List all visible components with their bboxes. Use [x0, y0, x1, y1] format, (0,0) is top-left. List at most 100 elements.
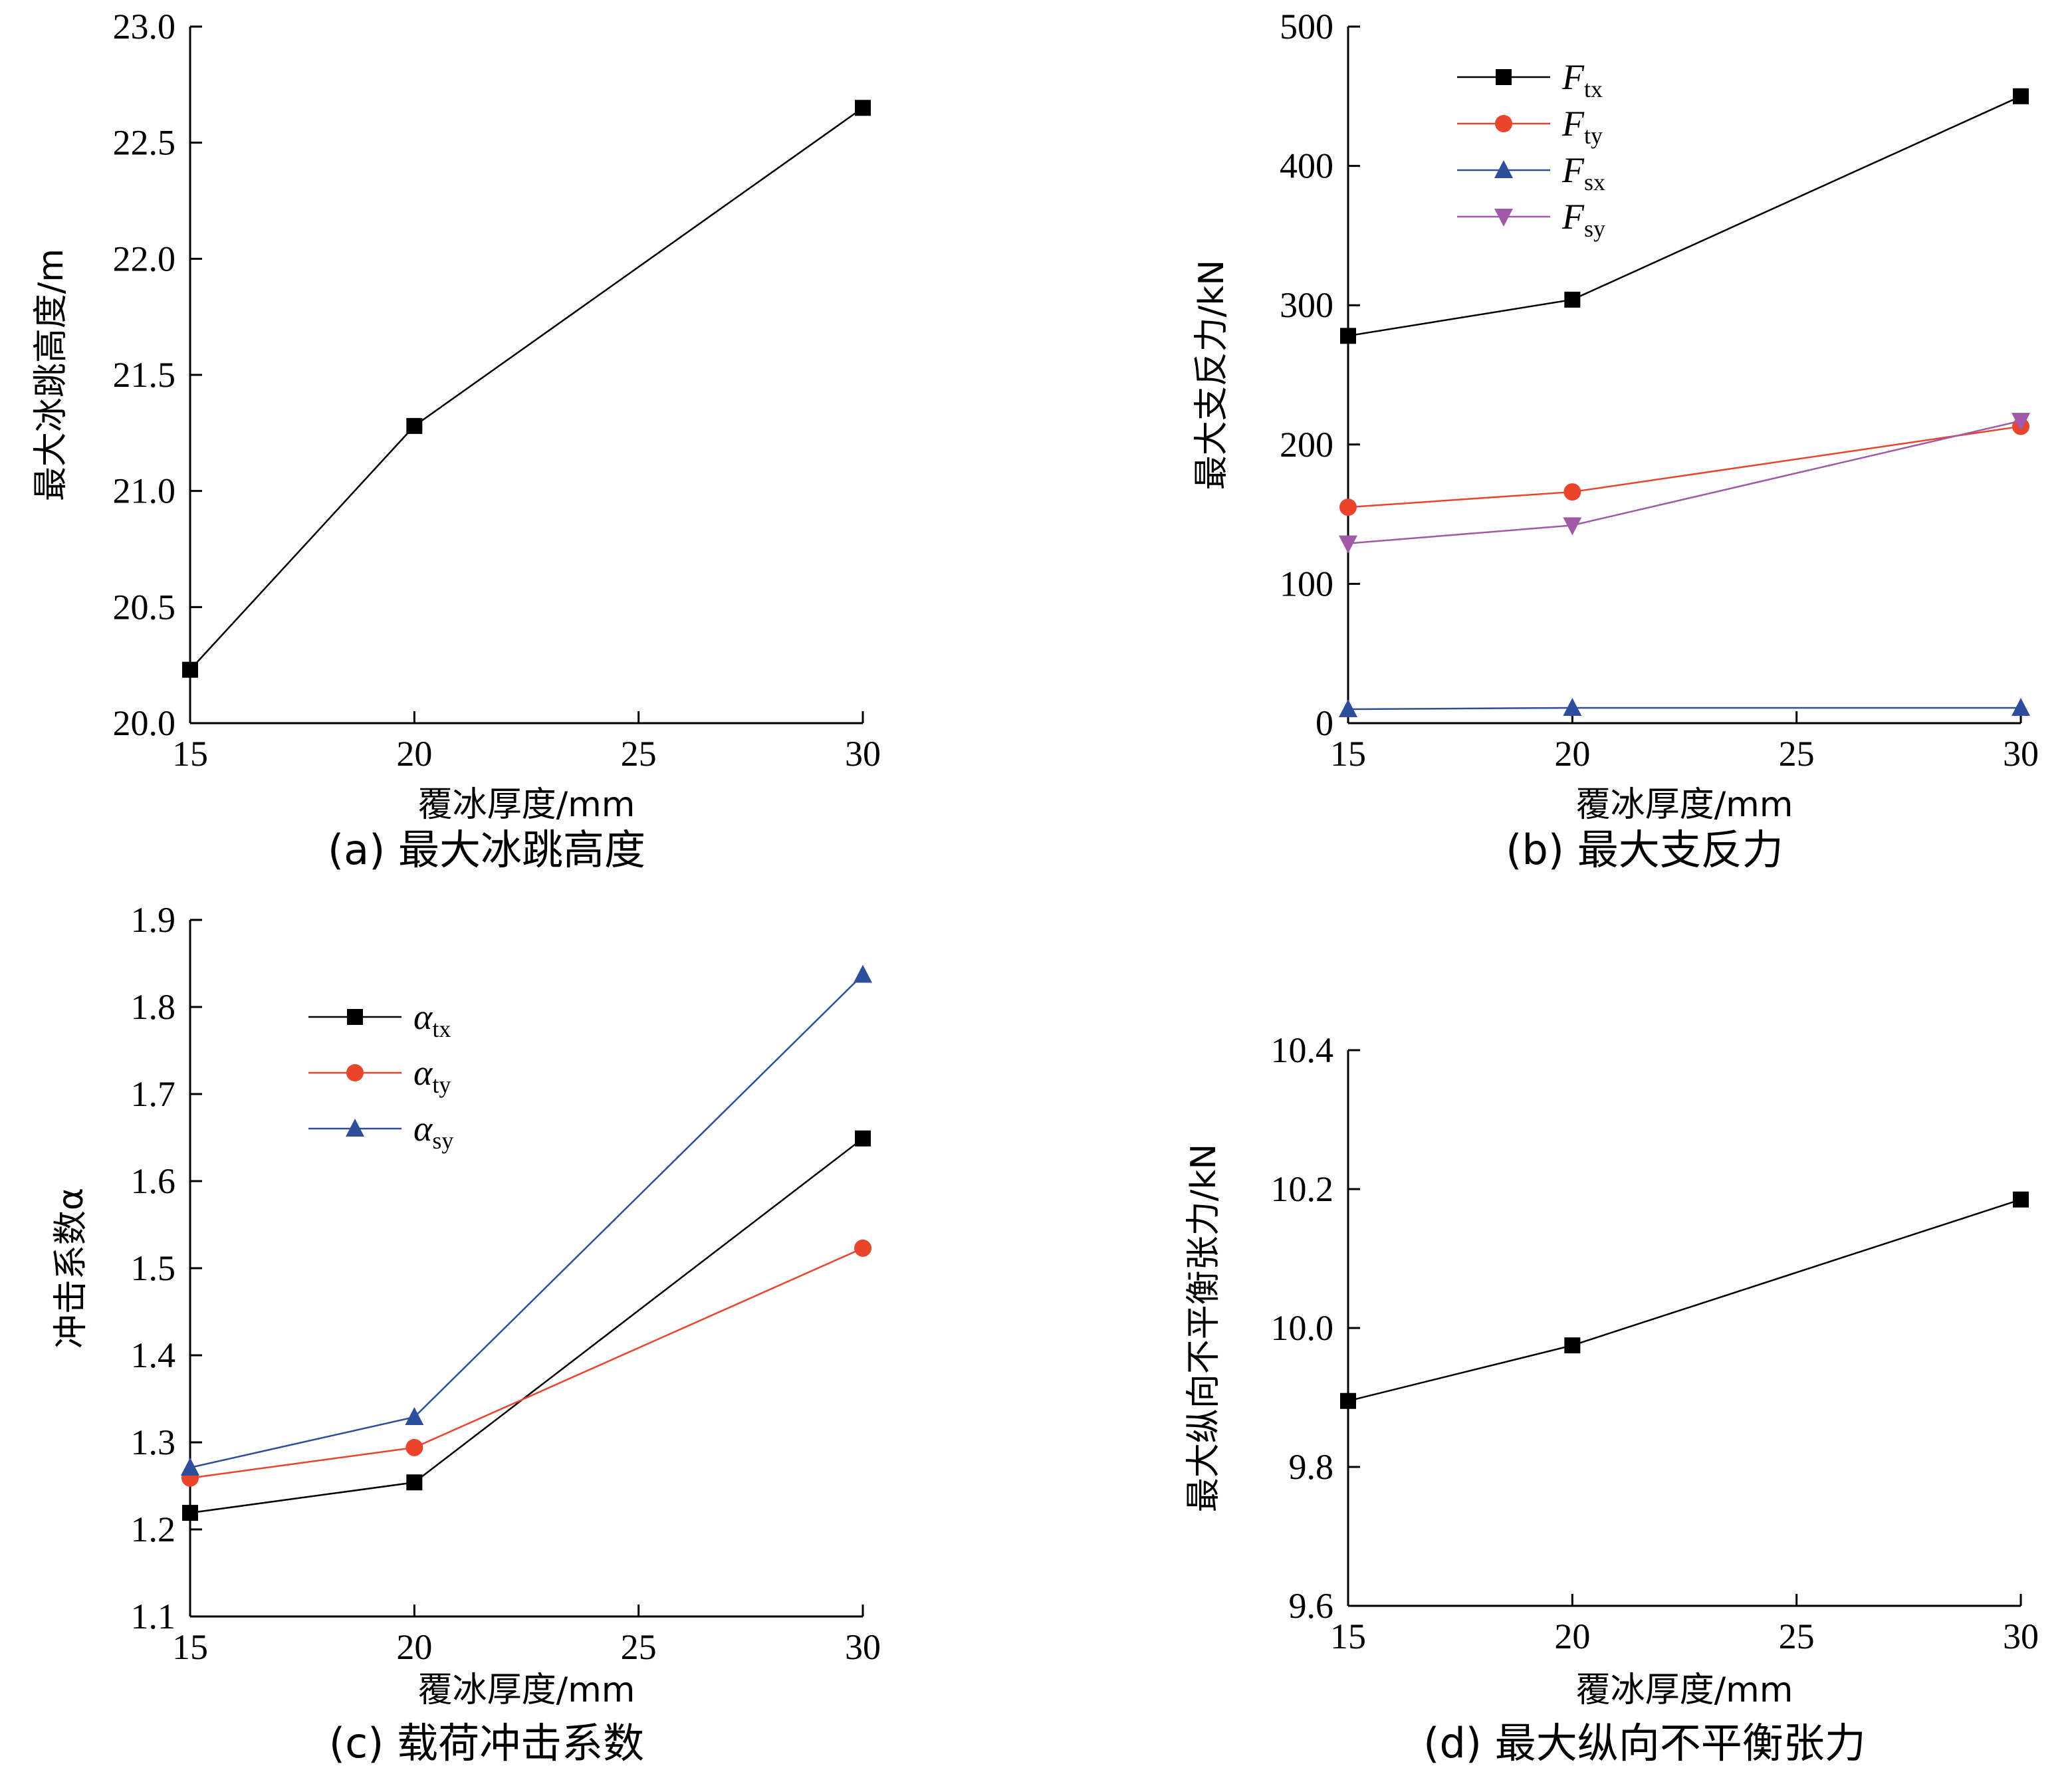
x-axis-title: 覆冰厚度/mm: [1576, 785, 1793, 825]
y-tick-label: 22.5: [113, 123, 176, 163]
x-tick-label: 20: [1554, 734, 1590, 774]
legend-subscript: tx: [1584, 76, 1603, 102]
data-point: [406, 417, 423, 434]
y-tick-label: 400: [1280, 146, 1333, 186]
y-tick-label: 10.2: [1271, 1169, 1334, 1209]
y-tick-label: 20.0: [113, 703, 176, 743]
data-point: [405, 1407, 424, 1426]
legend-marker: [346, 1119, 364, 1137]
data-point: [855, 100, 871, 116]
y-axis-title: 最大纵向不平衡张力/kN: [1184, 1144, 1224, 1513]
legend-subscript: ty: [1584, 122, 1603, 149]
series-tx: [1340, 88, 2029, 344]
series-ty: [1339, 417, 2029, 516]
legend-subscript: sy: [432, 1127, 453, 1154]
legend-entry-sy: Fsy: [1457, 197, 1605, 242]
x-tick-label: 15: [172, 734, 208, 774]
series-main: [1340, 1191, 2029, 1409]
series-sy: [1339, 413, 2030, 554]
legend-marker: [347, 1009, 363, 1025]
x-tick-label: 15: [1330, 1616, 1366, 1656]
y-tick-label: 21.0: [113, 471, 176, 511]
series-line: [189, 1247, 863, 1479]
y-tick-label: 200: [1280, 425, 1333, 465]
legend-label: αsy: [413, 1109, 453, 1154]
x-tick-label: 15: [1330, 734, 1366, 774]
panel-caption: (d) 最大纵向不平衡张力: [1423, 1719, 1865, 1767]
y-tick-label: 500: [1280, 7, 1333, 47]
legend-marker: [1494, 209, 1513, 227]
series-ty: [181, 1239, 871, 1487]
data-point: [2013, 1191, 2029, 1208]
data-point: [1340, 1392, 1356, 1409]
series-tx: [182, 1130, 871, 1521]
data-point: [2012, 697, 2030, 716]
series-line: [1347, 707, 2021, 711]
x-tick-label: 25: [1779, 734, 1815, 774]
series-line: [189, 107, 863, 671]
data-point: [182, 661, 198, 678]
y-tick-label: 1.9: [131, 900, 176, 940]
data-point: [1340, 328, 1356, 344]
legend-marker: [346, 1064, 364, 1081]
legend-entry-sx: Fsx: [1457, 150, 1605, 195]
legend-subscript: ty: [432, 1071, 451, 1098]
x-tick-label: 25: [621, 1627, 657, 1667]
data-point: [1564, 1337, 1581, 1354]
legend-entry-ty: Fty: [1457, 104, 1603, 149]
x-tick-label: 20: [1554, 1616, 1590, 1656]
x-tick-label: 25: [621, 734, 657, 774]
x-tick-label: 30: [2003, 1616, 2039, 1656]
data-point: [1563, 517, 1582, 536]
data-point: [1564, 291, 1581, 308]
data-point: [854, 1239, 871, 1257]
legend-entry-tx: αtx: [308, 997, 451, 1042]
y-tick-label: 1.1: [131, 1597, 176, 1636]
y-tick-label: 1.4: [131, 1335, 176, 1375]
series-line: [189, 974, 863, 1469]
y-axis-title: 最大冰跳高度/m: [31, 249, 71, 501]
data-point: [854, 964, 872, 983]
y-tick-label: 21.5: [113, 355, 176, 395]
y-tick-label: 9.8: [1289, 1447, 1334, 1487]
x-axis-title: 覆冰厚度/mm: [1576, 1670, 1793, 1710]
y-tick-label: 1.7: [131, 1074, 176, 1114]
legend-label: αtx: [413, 997, 451, 1042]
series-main: [182, 100, 871, 678]
y-tick-label: 22.0: [113, 239, 176, 278]
legend-label: Fsx: [1561, 150, 1605, 195]
panel-c: 1.1 1.2 1.3 1.4 1.5 1.6 1.7 1.8 1.9 15 20 25 30 覆冰厚度/…: [51, 900, 881, 1767]
x-axis-title: 覆冰厚度/mm: [418, 1670, 635, 1710]
panel-a: 20.0 20.5 21.0 21.5 22.0 22.5 23.0 15 20 25 30 覆冰厚度…: [31, 7, 881, 874]
x-tick-label: 20: [396, 1627, 432, 1667]
data-point: [855, 1130, 871, 1147]
data-point: [181, 1457, 199, 1476]
legend-marker: [1494, 160, 1513, 178]
panel-caption: (b) 最大支反力: [1506, 826, 1783, 874]
y-axis-title: 最大支反力/kN: [1192, 260, 1232, 491]
series-sx: [1339, 697, 2030, 718]
series-line: [1347, 419, 2021, 544]
legend-entry-tx: Ftx: [1457, 57, 1603, 102]
legend-label: Fty: [1561, 104, 1603, 149]
y-tick-label: 10.0: [1271, 1308, 1334, 1348]
y-tick-label: 9.6: [1289, 1586, 1334, 1626]
legend-label: Ftx: [1561, 57, 1603, 102]
data-point: [2012, 413, 2030, 431]
series-sy: [181, 964, 872, 1476]
y-tick-label: 10.4: [1271, 1030, 1334, 1070]
x-tick-label: 20: [396, 734, 432, 774]
x-axis-title: 覆冰厚度/mm: [418, 785, 635, 825]
y-tick-label: 0: [1316, 703, 1333, 743]
x-tick-label: 30: [845, 734, 881, 774]
series-line: [1347, 95, 2021, 337]
data-point: [405, 1438, 423, 1456]
x-tick-label: 30: [2003, 734, 2039, 774]
y-tick-label: 100: [1280, 564, 1333, 604]
y-tick-label: 23.0: [113, 7, 176, 47]
data-point: [406, 1474, 423, 1491]
y-tick-label: 300: [1280, 285, 1333, 325]
data-point: [1339, 499, 1357, 516]
y-tick-label: 20.5: [113, 587, 176, 627]
